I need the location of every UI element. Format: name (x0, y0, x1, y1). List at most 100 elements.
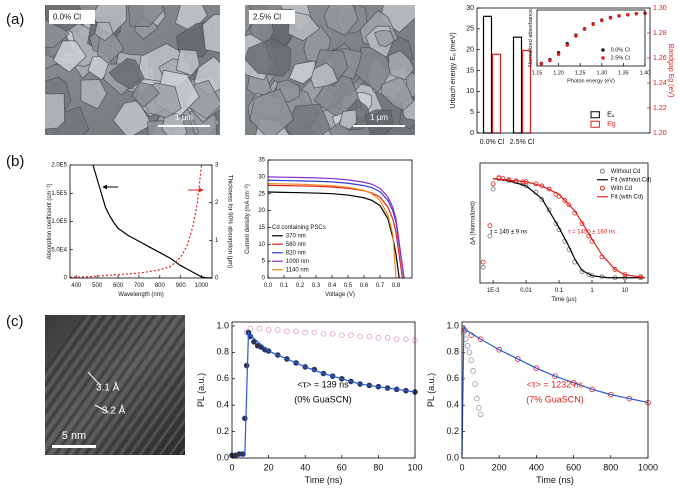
lattice-fringe (69, 315, 171, 455)
micrograph (245, 5, 415, 135)
bar (482, 15, 493, 134)
y-tick-label: 20 (466, 47, 474, 54)
y-tick-label: 25 (258, 191, 265, 197)
y-tick-label: 20 (258, 208, 265, 214)
y-tick-label: 0.2 (216, 426, 229, 436)
x-tick-label: 10 (622, 288, 629, 294)
spacing-label: 3.1 Å (96, 381, 120, 394)
x-axis-label: Time (ns) (536, 475, 574, 485)
micrograph (45, 5, 220, 135)
x-tick-label: 900 (176, 283, 187, 289)
y-tick-label: 0.0 (216, 452, 229, 462)
legend-label: 580 nm (286, 242, 306, 248)
x-tick-label: 0.0% Cl (480, 139, 505, 146)
legend-swatch (599, 168, 605, 174)
lattice-fringe (144, 397, 185, 455)
data-point (582, 27, 587, 31)
lattice-fringe (59, 315, 161, 455)
legend-swatch (599, 185, 605, 191)
lattice-fringe (45, 315, 111, 408)
measure-line (94, 404, 109, 413)
data-point (468, 357, 475, 364)
data-point (539, 197, 545, 202)
panel-label: (a) (6, 11, 24, 28)
data-point (634, 12, 639, 16)
x-tick-label: 0.01 (520, 288, 532, 294)
data-point (500, 176, 506, 182)
data-point (293, 328, 299, 335)
data-point (552, 373, 558, 379)
data-point (533, 365, 540, 372)
data-point (311, 329, 318, 336)
data-point (612, 267, 618, 272)
legend-label: 370 nm (286, 233, 306, 239)
chart: 1.15 1.20 1.25 1.30 1.35 1.40 Photon energy (e… (528, 9, 651, 85)
grain (388, 50, 415, 81)
scale-label: 5 nm (62, 430, 86, 442)
grain (288, 60, 316, 85)
x-tick-label: 600 (113, 283, 124, 289)
grain (201, 13, 220, 54)
y-tick-label: 2.0E5 (51, 163, 67, 169)
data-point (251, 339, 257, 345)
x-tick-label: 0.8 (392, 283, 401, 289)
x-axis-label: Time (ns) (305, 475, 343, 485)
x-tick-label: 20 (264, 462, 274, 472)
data-point (384, 335, 391, 341)
x-tick-label: 700 (134, 283, 145, 289)
x-tick-label: 1.25 (575, 70, 586, 76)
lattice-fringe (45, 315, 141, 450)
y2-tick-label: 1.24 (653, 80, 667, 87)
data-point (617, 14, 621, 18)
bar (512, 36, 523, 134)
y-tick-label: 35 (258, 158, 265, 164)
image-label: 0.0% Cl (53, 13, 81, 22)
x-tick-label: 400 (71, 283, 82, 289)
x-tick-label: 800 (603, 462, 618, 472)
grain (249, 88, 295, 135)
x-tick-label: 40 (300, 462, 310, 472)
plot-frame (267, 159, 413, 279)
x-tick-label: 1.30 (596, 70, 607, 76)
grain (52, 40, 87, 73)
plot-frame (536, 9, 646, 67)
chart: 0 200 400 600 800 1000 0.0 0.2 0.4 0.6 0.8 1.0 Time … (426, 320, 658, 485)
legend-label: 2.5% Cl (611, 55, 630, 61)
y2-tick-label: 2 (215, 200, 219, 206)
y2-tick-label: 1.26 (653, 55, 667, 62)
y2-tick-label: 3 (215, 163, 219, 169)
x-axis-label: Photon energy (eV) (567, 79, 615, 85)
data-point (490, 181, 496, 187)
lattice-fringe (64, 315, 166, 455)
data-point (608, 16, 613, 20)
panel-label: (b) (6, 153, 24, 170)
lattice-fringe (45, 315, 126, 429)
grain (380, 76, 414, 111)
y-tick-label: 0 (262, 276, 266, 282)
x-tick-label: 200 (492, 462, 507, 472)
legend-label: Eg (607, 121, 616, 128)
y-tick-label: 1.0E5 (51, 219, 67, 225)
data-point (565, 43, 569, 47)
y-tick-label: 15 (466, 67, 474, 74)
y2-axis-label: Bandgap Eg (eV) (667, 44, 674, 98)
y-tick-label: 1.0 (446, 320, 459, 330)
data-point (487, 233, 493, 239)
lattice-fringe (45, 315, 101, 394)
data-point (574, 34, 578, 38)
data-point (366, 333, 373, 340)
y-tick-label: 10 (466, 88, 474, 95)
lattice-fringe (45, 315, 106, 401)
series-line (267, 179, 405, 279)
annotation: τ = 140 ± 9 ns (490, 230, 527, 236)
data-point (329, 331, 336, 337)
x-tick-label: 1 (590, 288, 594, 294)
plot-frame (69, 164, 213, 279)
lattice-fringe (45, 315, 131, 436)
x-tick-label: 500 (92, 283, 103, 289)
lattice-fringe (89, 320, 185, 455)
y-tick-label: 0.6 (216, 373, 229, 383)
bar (491, 53, 502, 134)
x-tick-label: 1.35 (618, 70, 629, 76)
x-axis-label: Time (μs) (551, 297, 576, 303)
